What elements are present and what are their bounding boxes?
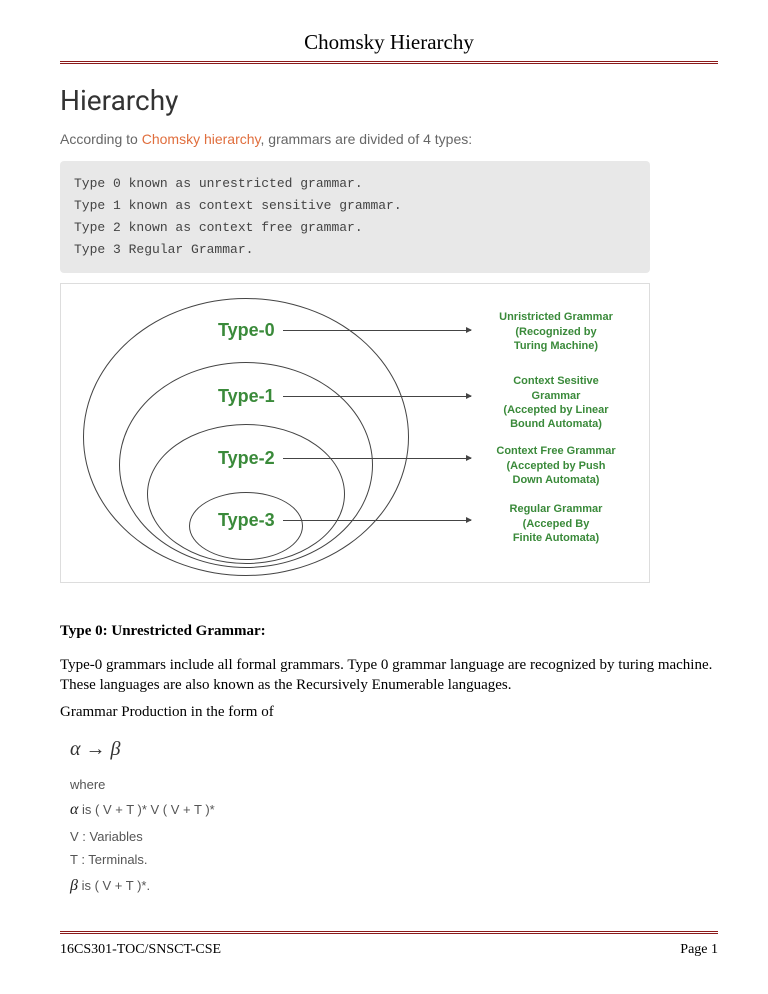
hierarchy-diagram: Type-0 Type-1 Type-2 Type-3 Unristricted Gra… xyxy=(60,283,650,583)
intro-text: According to Chomsky hierarchy, grammars… xyxy=(60,131,718,147)
formula-where: where xyxy=(70,773,718,796)
type-label: Type-3 xyxy=(216,510,277,531)
footer-rule xyxy=(60,931,718,934)
code-line: Type 2 known as context free grammar. xyxy=(74,217,636,239)
body-paragraph: Type-0 grammars include all formal gramm… xyxy=(60,656,718,695)
formula-t-def: T : Terminals. xyxy=(70,848,718,871)
footer-right: Page 1 xyxy=(680,942,718,958)
type-description: Context Free Grammar(Accepted by PushDow… xyxy=(481,444,631,487)
type0-subheading: Type 0: Unrestricted Grammar: xyxy=(60,623,718,640)
formula-block: α → β where α is ( V + T )* V ( V + T )*… xyxy=(70,731,718,901)
body-paragraph: Grammar Production in the form of xyxy=(60,703,718,723)
page-footer: 16CS301-TOC/SNSCT-CSE Page 1 xyxy=(60,931,718,958)
grammar-types-code-box: Type 0 known as unrestricted grammar. Ty… xyxy=(60,161,650,273)
formula-beta-def: β is ( V + T )*. xyxy=(70,872,718,901)
code-line: Type 0 known as unrestricted grammar. xyxy=(74,173,636,195)
intro-post: , grammars are divided of 4 types: xyxy=(261,131,473,147)
title-rule xyxy=(60,61,718,64)
type-description: Regular Grammar(Acceped ByFinite Automat… xyxy=(481,502,631,545)
page-title: Chomsky Hierarchy xyxy=(60,30,718,55)
footer-left: 16CS301-TOC/SNSCT-CSE xyxy=(60,942,221,958)
formula-main: α → β xyxy=(70,731,718,767)
code-line: Type 3 Regular Grammar. xyxy=(74,239,636,261)
type-label: Type-1 xyxy=(216,386,277,407)
arrow xyxy=(283,330,471,331)
intro-highlight: Chomsky hierarchy xyxy=(142,131,261,147)
formula-v-def: V : Variables xyxy=(70,825,718,848)
arrow xyxy=(283,458,471,459)
code-line: Type 1 known as context sensitive gramma… xyxy=(74,195,636,217)
type-label: Type-0 xyxy=(216,320,277,341)
intro-pre: According to xyxy=(60,131,142,147)
arrow xyxy=(283,520,471,521)
type-description: Context SesitiveGrammar(Accepted by Line… xyxy=(481,374,631,431)
section-heading: Hierarchy xyxy=(60,84,718,117)
type-label: Type-2 xyxy=(216,448,277,469)
formula-alpha-def: α is ( V + T )* V ( V + T )* xyxy=(70,796,718,825)
type-description: Unristricted Grammar(Recognized byTuring… xyxy=(481,310,631,353)
arrow xyxy=(283,396,471,397)
